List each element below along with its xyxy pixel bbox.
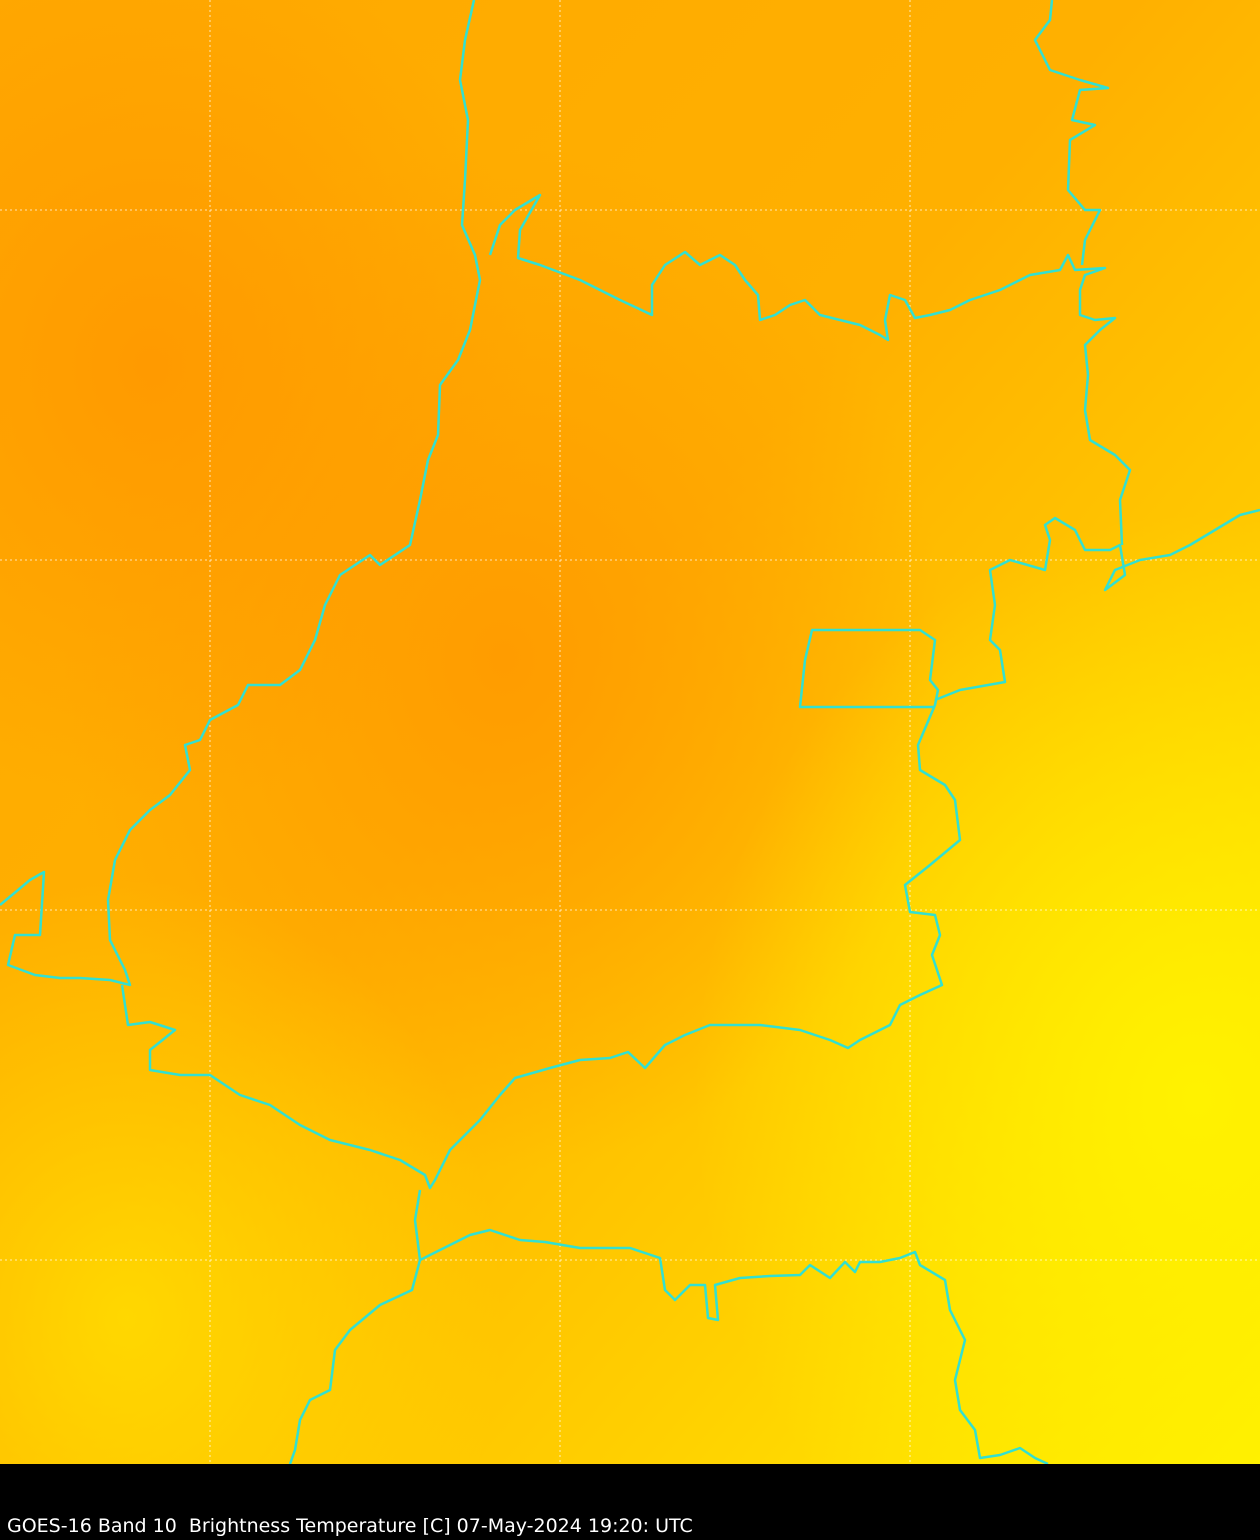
border-line [1033, 0, 1110, 266]
border-line [488, 193, 1132, 546]
graticule [0, 0, 1260, 1464]
border-line [0, 0, 482, 987]
brightness-temperature-map [0, 0, 1260, 1464]
state-borders [0, 0, 1260, 1464]
border-line [288, 1189, 422, 1464]
cool-region-southwest [0, 0, 1260, 1464]
border-line [934, 508, 1260, 702]
image-caption: GOES-16 Band 10 Brightness Temperature [… [7, 1515, 693, 1537]
border-line [419, 1228, 1049, 1464]
border-line [120, 628, 962, 1190]
